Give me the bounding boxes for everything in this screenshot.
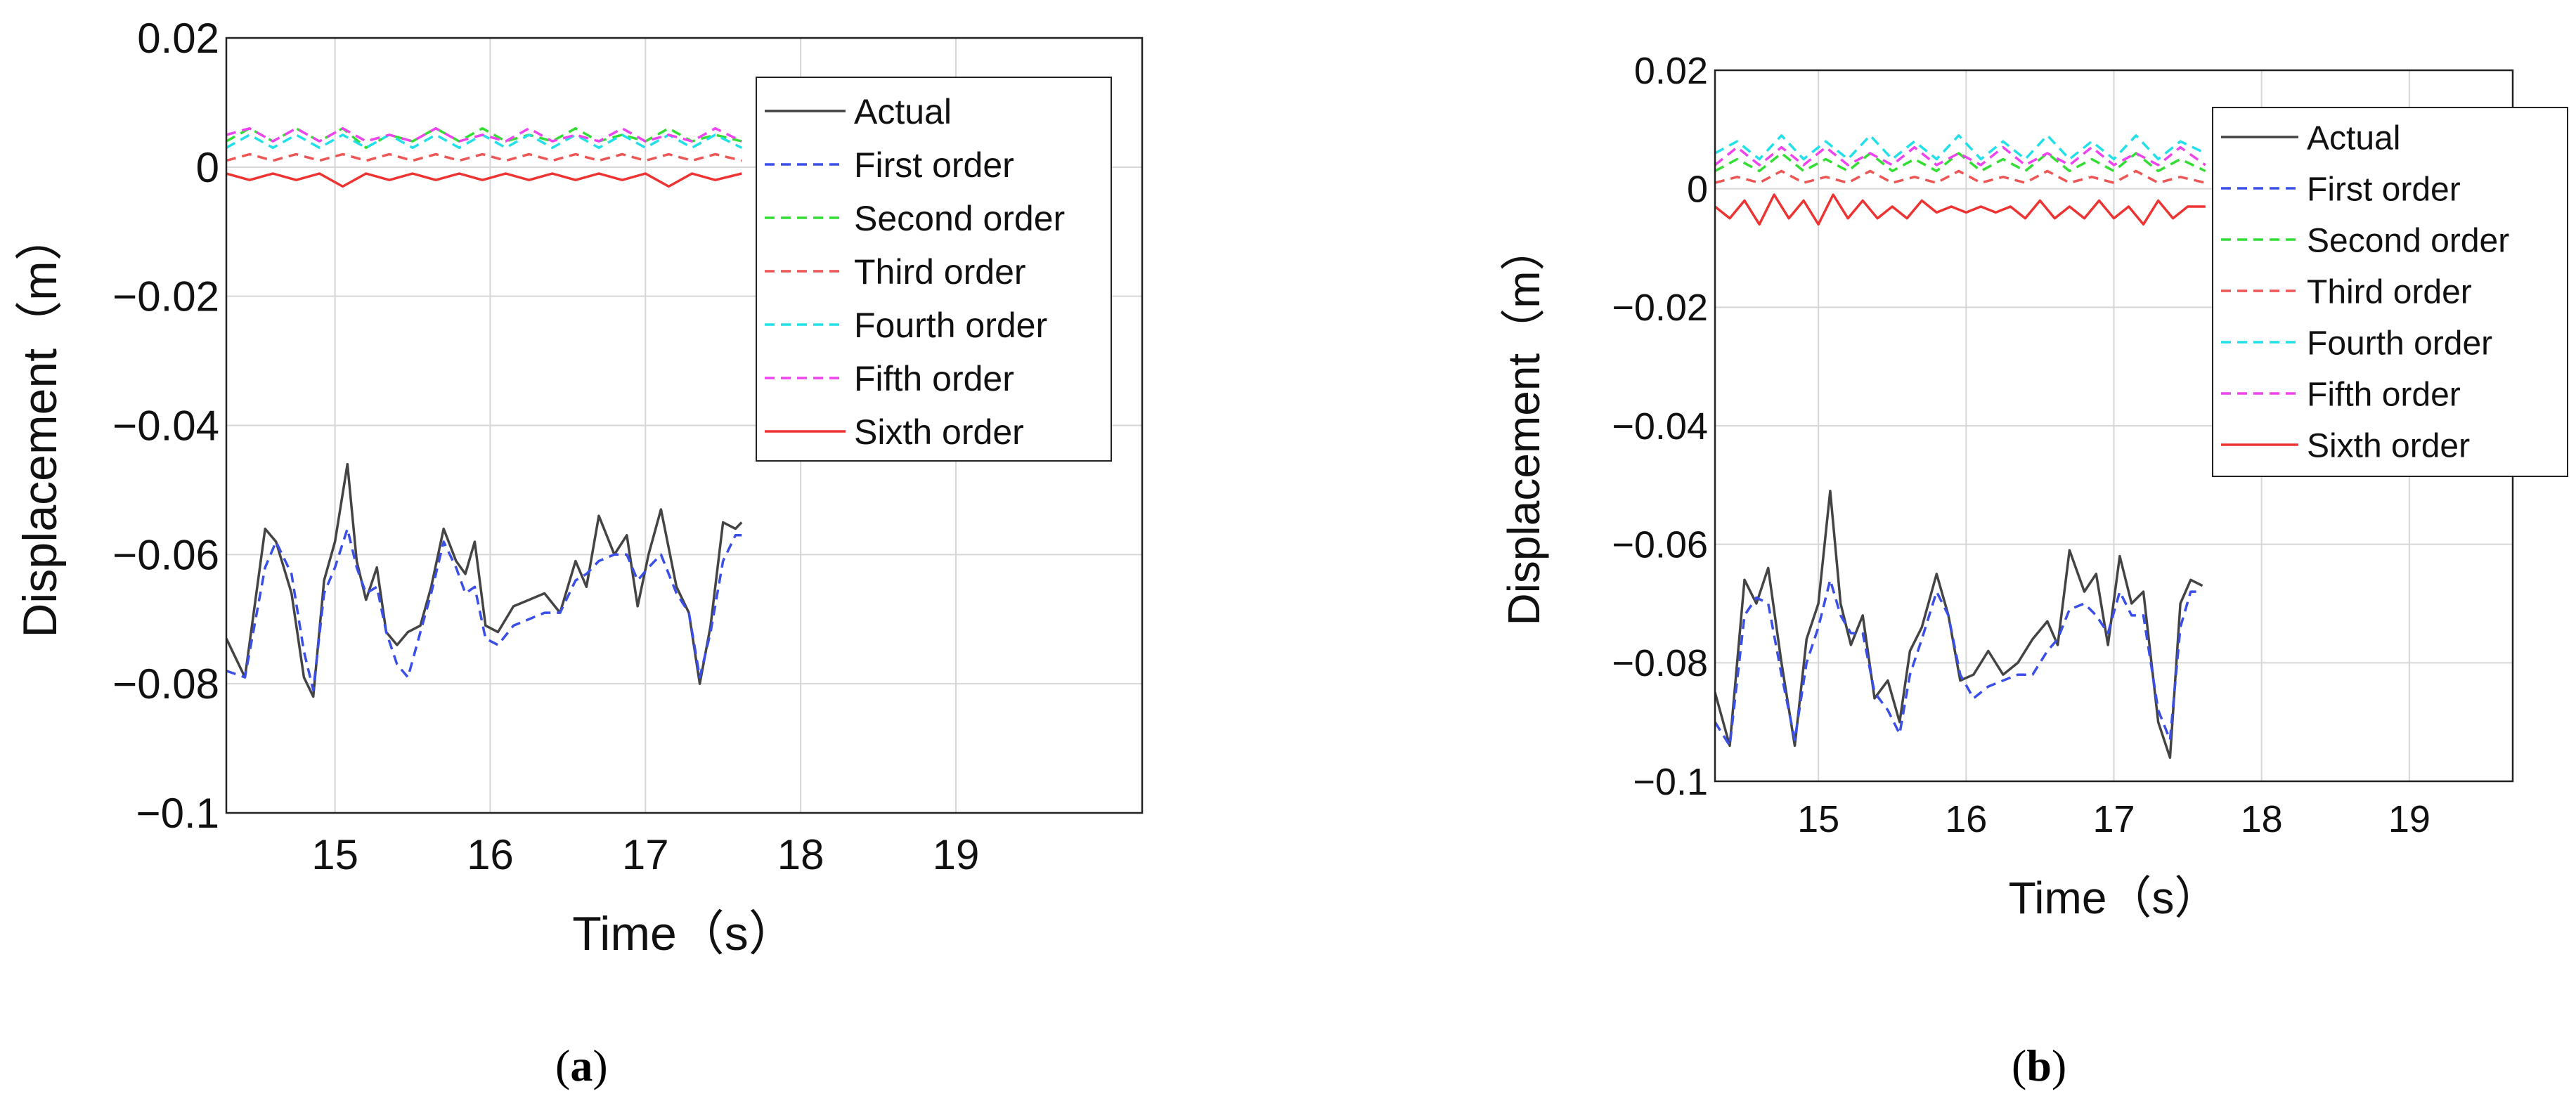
series-line-fifth-order — [1715, 145, 2206, 167]
y-axis-label: Displacement（m） — [13, 213, 67, 638]
series-line-second-order — [1715, 152, 2206, 173]
y-tick-label: −0.1 — [136, 790, 219, 837]
y-tick-label: 0.02 — [137, 15, 219, 62]
x-tick-label: 16 — [467, 831, 514, 878]
y-axis-label: Displacement（m） — [1499, 226, 1549, 625]
x-tick-label: 19 — [933, 831, 980, 878]
series-group — [1715, 134, 2206, 760]
legend-label-fourth-order: Fourth order — [2307, 325, 2492, 362]
axes-frame — [225, 37, 1144, 814]
legend-label-actual: Actual — [2307, 119, 2400, 157]
legend-label-sixth-order: Sixth order — [854, 412, 1024, 452]
y-tick-label: −0.04 — [1612, 405, 1708, 448]
series-line-first-order — [1715, 578, 2203, 748]
series-line-sixth-order — [1715, 193, 2206, 226]
chart-panel-b: 15 16 17 18 19 0.02 0 −0.02 −0.04 −0.06 −0.08 −0.1 A… — [1490, 0, 2576, 1108]
caption-a: (a) — [555, 1041, 608, 1090]
y-tick-label: −0.04 — [112, 403, 219, 450]
y-tick-label: 0 — [196, 144, 219, 191]
chart-a-svg: 15 16 17 18 19 0.02 0 −0.02 −0.04 −0.06 −0.08 −0.1 A… — [13, 15, 1144, 960]
y-tick-label: −0.06 — [1612, 524, 1708, 566]
chart-panel-a: 15 16 17 18 19 0.02 0 −0.02 −0.04 −0.06 −0.08 −0.1 A… — [0, 0, 1251, 1108]
caption-a-label: a — [570, 1041, 593, 1090]
legend-label-actual: Actual — [854, 92, 952, 131]
caption-b-label: b — [2026, 1041, 2052, 1090]
x-tick-label: 15 — [1797, 798, 1839, 840]
legend-label-sixth-order: Sixth order — [2307, 427, 2470, 464]
legend-label-first-order: First order — [2307, 171, 2461, 208]
x-tick-label: 16 — [1945, 798, 1987, 840]
x-axis-label: Time（s） — [2009, 873, 2220, 923]
series-line-fourth-order — [1715, 134, 2206, 161]
series-line-sixth-order — [226, 172, 742, 188]
legend-box — [756, 77, 1112, 462]
series-line-first-order — [226, 527, 742, 692]
x-tick-label: 17 — [622, 831, 669, 878]
x-tick-label: 18 — [2241, 798, 2283, 840]
legend-label-third-order: Third order — [854, 252, 1026, 292]
y-tick-label: 0.02 — [1634, 50, 1708, 92]
series-line-third-order — [226, 152, 742, 162]
x-tick-label: 17 — [2092, 798, 2135, 840]
series-line-second-order — [226, 126, 742, 150]
chart-b-svg: 15 16 17 18 19 0.02 0 −0.02 −0.04 −0.06 −0.08 −0.1 A… — [1499, 50, 2568, 923]
series-line-fifth-order — [226, 126, 742, 143]
x-tick-label: 18 — [777, 831, 824, 878]
y-tick-label: 0 — [1687, 169, 1708, 211]
x-tick-label: 19 — [2388, 798, 2431, 840]
y-tick-label: −0.08 — [1612, 642, 1708, 684]
y-tick-label: −0.06 — [112, 531, 219, 578]
series-line-actual — [226, 462, 743, 698]
legend-label-fifth-order: Fifth order — [2307, 376, 2461, 413]
series-group — [226, 126, 743, 698]
legend-label-fourth-order: Fourth order — [854, 306, 1047, 345]
legend-label-fifth-order: Fifth order — [854, 359, 1014, 398]
caption-b: (b) — [2012, 1041, 2067, 1090]
legend-label-first-order: First order — [854, 145, 1014, 185]
legend-label-third-order: Third order — [2307, 273, 2472, 311]
y-tick-label: −0.02 — [1612, 287, 1708, 329]
y-tick-label: −0.1 — [1633, 761, 1708, 803]
legend-label-second-order: Second order — [2307, 222, 2509, 259]
legend: Actual First order Second order Third order… — [2212, 107, 2568, 477]
legend: Actual First order Second order Third order… — [756, 77, 1112, 462]
series-line-third-order — [1715, 169, 2206, 184]
y-tick-label: −0.08 — [112, 660, 219, 708]
x-tick-label: 15 — [311, 831, 358, 878]
legend-label-second-order: Second order — [854, 199, 1065, 238]
y-tick-label: −0.02 — [112, 273, 219, 320]
x-axis-label: Time（s） — [572, 907, 796, 960]
